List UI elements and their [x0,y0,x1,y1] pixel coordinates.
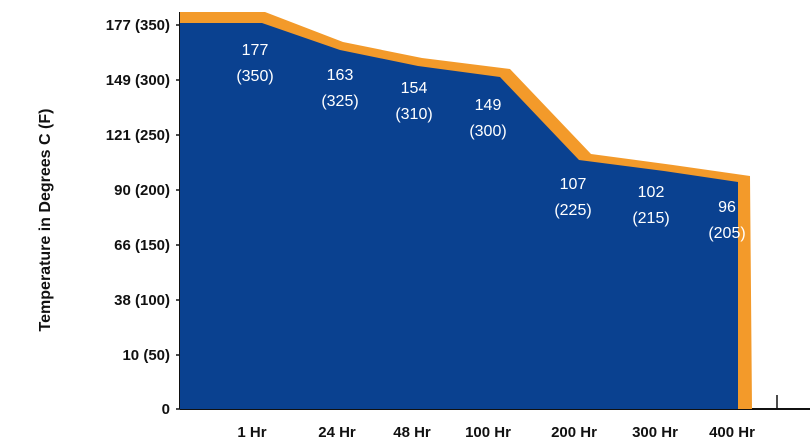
data-label-celsius: 107 [560,176,587,193]
data-label-celsius: 96 [718,199,736,216]
label-layer: 177 163 154 149 107 102 96 (350) (325) (310) (300)… [236,42,745,242]
x-tick-label: 100 Hr [465,424,511,439]
data-label-fahrenheit: (225) [554,202,591,219]
area-layer [180,12,752,409]
x-tick-label: 200 Hr [551,424,597,439]
x-tick-label: 400 Hr [709,424,755,439]
y-tick-label: 177 (350) [106,17,170,34]
y-tick-label: 38 (100) [114,292,170,309]
x-tick-label: 24 Hr [318,424,356,439]
data-label-fahrenheit: (215) [632,210,669,227]
y-tick-label: 90 (200) [114,182,170,199]
y-tick-label: 0 [162,401,170,418]
data-label-fahrenheit: (325) [321,93,358,110]
x-tick-label: 48 Hr [393,424,431,439]
data-label-celsius: 154 [401,80,428,97]
axis-layer: 0 10 (50) 38 (100) 66 (150) 90 (200) 121 (250… [37,12,810,439]
y-tick-label: 10 (50) [122,347,170,364]
data-label-fahrenheit: (310) [395,106,432,123]
y-axis-title: Temperature in Degrees C (F) [37,109,54,332]
data-label-celsius: 149 [475,97,502,114]
data-label-celsius: 102 [638,184,665,201]
data-label-celsius: 163 [327,67,354,84]
area-fill-shape [180,23,738,409]
x-tick-label: 1 Hr [237,424,266,439]
y-tick-label: 66 (150) [114,237,170,254]
data-label-fahrenheit: (350) [236,68,273,85]
data-label-fahrenheit: (205) [708,225,745,242]
x-tick-label: 300 Hr [632,424,678,439]
y-tick-label: 149 (300) [106,72,170,89]
data-label-fahrenheit: (300) [469,123,506,140]
data-label-celsius: 177 [242,42,269,59]
y-tick-label: 121 (250) [106,127,170,144]
